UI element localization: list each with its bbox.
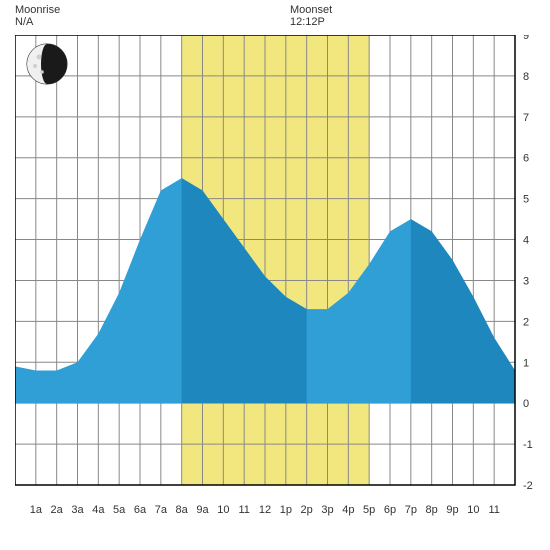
y-tick-label: 0 bbox=[523, 398, 529, 410]
x-tick-label: 9a bbox=[196, 504, 209, 516]
x-tick-label: 11 bbox=[488, 504, 499, 516]
moonset-value: 12:12P bbox=[290, 16, 332, 28]
moonset-label: Moonset bbox=[290, 4, 332, 16]
moonrise-label: Moonrise bbox=[15, 4, 60, 16]
x-tick-label: 5a bbox=[113, 504, 126, 516]
y-tick-label: 2 bbox=[523, 316, 529, 328]
x-tick-label: 8p bbox=[426, 504, 438, 516]
y-tick-label: 3 bbox=[523, 275, 529, 287]
x-tick-label: 12 bbox=[259, 504, 271, 516]
moon-phase-icon bbox=[25, 42, 69, 86]
x-tick-label: 2a bbox=[51, 504, 64, 516]
x-tick-label: 4p bbox=[342, 504, 354, 516]
x-tick-label: 6p bbox=[384, 504, 396, 516]
x-tick-label: 5p bbox=[363, 504, 375, 516]
y-tick-label: 7 bbox=[523, 112, 529, 124]
x-tick-label: 1p bbox=[280, 504, 292, 516]
x-tick-label: 2p bbox=[301, 504, 313, 516]
x-tick-label: 1a bbox=[30, 504, 43, 516]
x-tick-label: 7a bbox=[155, 504, 168, 516]
y-tick-label: -2 bbox=[523, 480, 533, 492]
x-tick-label: 11 bbox=[238, 504, 249, 516]
y-tick-label: 8 bbox=[523, 71, 529, 83]
x-tick-label: 8a bbox=[176, 504, 189, 516]
y-tick-label: 5 bbox=[523, 194, 529, 206]
y-tick-label: 1 bbox=[523, 357, 529, 369]
y-tick-label: -1 bbox=[523, 439, 533, 451]
x-tick-label: 3p bbox=[321, 504, 333, 516]
x-tick-label: 9p bbox=[446, 504, 458, 516]
x-tick-label: 7p bbox=[405, 504, 417, 516]
x-tick-label: 10 bbox=[467, 504, 479, 516]
x-tick-label: 4a bbox=[92, 504, 105, 516]
x-tick-label: 6a bbox=[134, 504, 147, 516]
x-tick-label: 10 bbox=[217, 504, 229, 516]
y-tick-label: 6 bbox=[523, 153, 529, 165]
tide-area-dark bbox=[411, 219, 515, 403]
y-tick-label: 4 bbox=[523, 235, 529, 247]
moonrise-value: N/A bbox=[15, 16, 60, 28]
tide-chart: -2-101234567891a2a3a4a5a6a7a8a9a1011121p… bbox=[15, 35, 525, 505]
x-tick-label: 3a bbox=[71, 504, 84, 516]
y-tick-label: 9 bbox=[523, 35, 529, 42]
